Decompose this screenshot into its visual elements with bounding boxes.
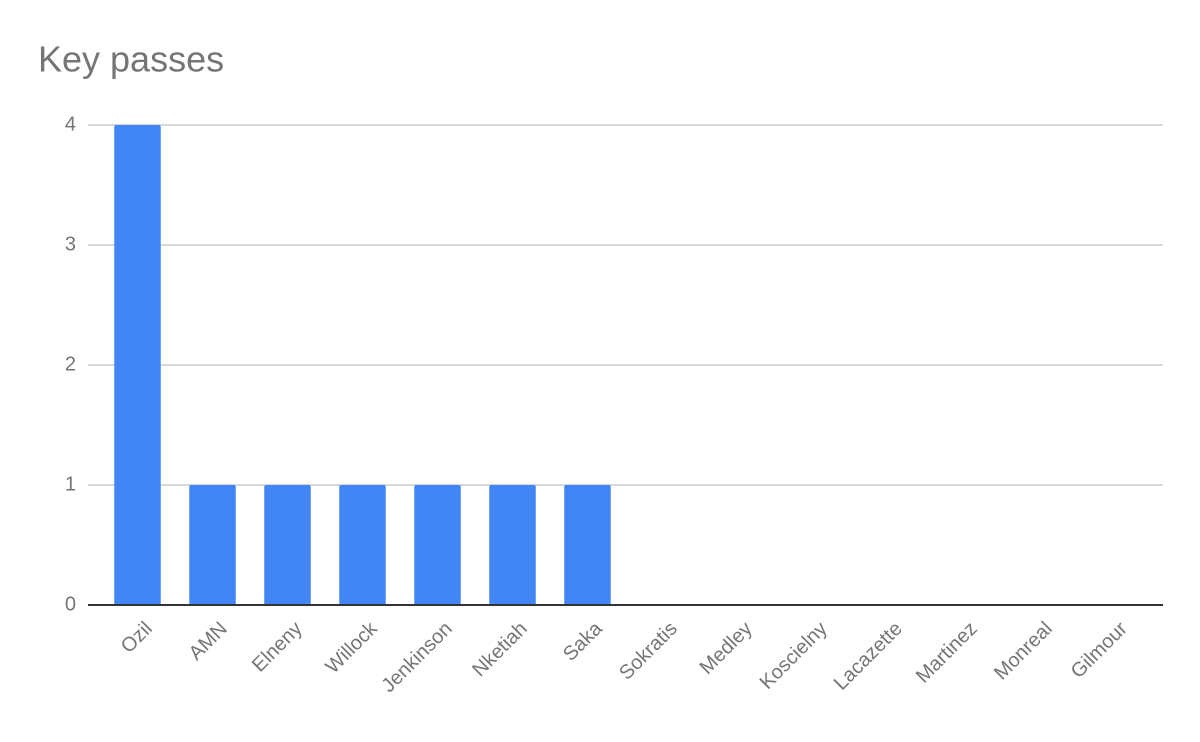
x-tick-label: Koscielny xyxy=(756,618,832,694)
y-tick-label: 0 xyxy=(65,593,76,615)
x-tick-label: Nketiah xyxy=(468,618,532,682)
y-tick-label: 4 xyxy=(65,113,76,135)
x-tick-label: Sokratis xyxy=(615,618,682,685)
x-tick-label: Gilmour xyxy=(1067,617,1132,682)
chart-title: Key passes xyxy=(38,39,224,80)
bar xyxy=(564,485,611,605)
x-tick-label: Elneny xyxy=(248,618,307,677)
x-tick-label: Medley xyxy=(696,618,757,679)
bar xyxy=(114,125,161,605)
bar xyxy=(339,485,386,605)
y-tick-label: 1 xyxy=(65,473,76,495)
bar xyxy=(414,485,461,605)
x-tick-label: Lacazette xyxy=(830,618,907,695)
x-tick-label: AMN xyxy=(185,618,232,665)
x-tick-label: Jenkinson xyxy=(378,618,457,697)
y-tick-label: 2 xyxy=(65,353,76,375)
x-tick-label: Willock xyxy=(321,617,382,678)
bar xyxy=(189,485,236,605)
x-tick-label: Saka xyxy=(559,617,607,665)
bar xyxy=(264,485,311,605)
bar xyxy=(489,485,536,605)
x-tick-label: Martinez xyxy=(912,618,982,688)
x-tick-label: Ozil xyxy=(117,618,157,658)
y-tick-label: 3 xyxy=(65,233,76,255)
x-tick-label: Monreal xyxy=(990,618,1057,685)
